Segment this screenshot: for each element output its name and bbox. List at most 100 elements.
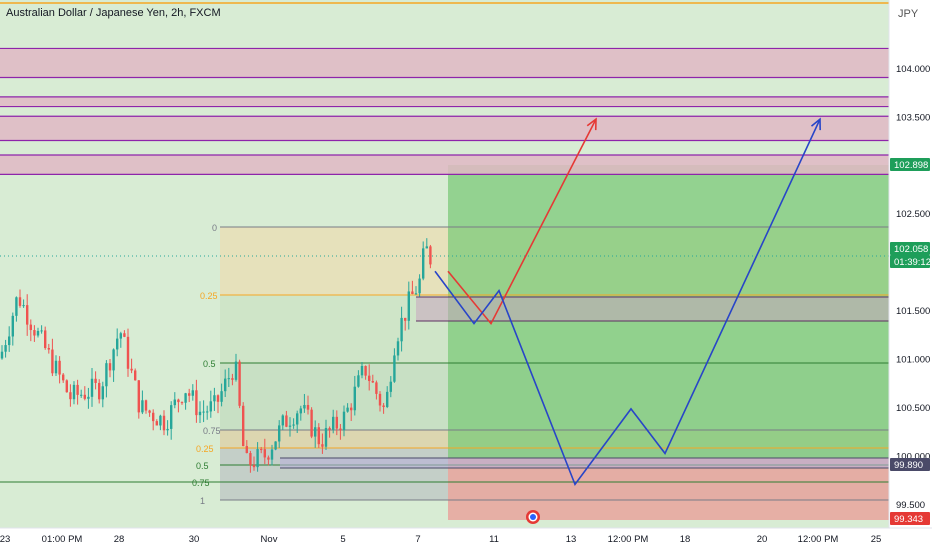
candle-body — [141, 400, 144, 413]
price-badge — [890, 158, 930, 171]
candle-body — [108, 363, 112, 371]
fib-level-label: 0.75 — [203, 426, 221, 436]
candle-body — [242, 405, 245, 447]
candle-body — [339, 428, 342, 431]
candle-body — [396, 341, 400, 356]
candle-body — [180, 402, 184, 404]
fib-level-label: 0.5 — [203, 359, 216, 369]
candle-body — [350, 407, 353, 411]
price-badge-label: 99.343 — [894, 514, 923, 525]
candle-body — [296, 413, 299, 425]
chart-title: Australian Dollar / Japanese Yen, 2h, FX… — [6, 7, 221, 19]
candle-body — [134, 370, 137, 381]
price-badge-label: 102.058 — [894, 244, 928, 255]
candle-body — [195, 390, 198, 416]
candle-body — [148, 410, 151, 413]
time-tick-label: Nov — [261, 534, 278, 545]
resistance-zone — [0, 116, 889, 141]
candle-body — [166, 428, 169, 431]
candle-body — [119, 333, 122, 339]
candle-body — [65, 380, 68, 393]
price-badge — [890, 255, 930, 268]
candle-body — [353, 386, 356, 411]
candle-body — [80, 394, 83, 396]
resistance-zone — [0, 48, 889, 78]
candle-body — [44, 330, 47, 349]
candle-body — [234, 361, 238, 380]
time-tick-label: 18 — [680, 534, 691, 545]
candle-body — [382, 405, 385, 408]
candle-body — [357, 375, 360, 387]
time-tick-label: 13 — [566, 534, 577, 545]
candle-body — [249, 453, 252, 466]
candle-body — [263, 449, 266, 458]
support-box — [280, 458, 889, 468]
candle-body — [51, 349, 54, 374]
candle-body — [278, 425, 281, 442]
time-axis-panel[interactable] — [0, 528, 932, 550]
fib-level-label: 0.75 — [192, 478, 210, 488]
candle-body — [303, 404, 306, 409]
candle-body — [299, 408, 302, 414]
candle-body — [213, 395, 216, 402]
price-badge-label: 102.898 — [894, 160, 928, 171]
candle-body — [184, 393, 187, 403]
price-badge — [890, 458, 930, 471]
fib-level-label: 0 — [212, 223, 217, 233]
candle-body — [321, 444, 324, 447]
price-tick-label: 100.000 — [896, 451, 930, 462]
candle-body — [54, 360, 58, 374]
candle-body — [317, 427, 320, 445]
candle-body — [400, 317, 403, 342]
candle-body — [130, 368, 133, 371]
candle-body — [58, 360, 61, 375]
candle-body — [69, 392, 72, 400]
candle-body — [267, 457, 270, 460]
candle-body — [220, 391, 223, 402]
candle-body — [386, 391, 389, 408]
candle-body — [8, 336, 11, 346]
candle-body — [101, 386, 104, 400]
price-tick-label: 104.000 — [896, 64, 930, 75]
candle-body — [422, 248, 425, 279]
candle-body — [425, 246, 428, 249]
candle-body — [36, 330, 40, 336]
candle-body — [418, 278, 421, 294]
time-tick-label: 28 — [114, 534, 125, 545]
fib-level-label: 0.25 — [200, 291, 218, 301]
candle-body — [285, 415, 288, 427]
currency-label: JPY — [898, 8, 919, 20]
resistance-zone — [0, 96, 889, 107]
candle-body — [170, 405, 173, 429]
candle-body — [18, 297, 22, 306]
candle-body — [4, 345, 7, 352]
candle-body — [123, 333, 126, 337]
projection-path-blue-arrow-icon — [810, 117, 821, 131]
time-tick-label: 12:00 PM — [608, 534, 649, 545]
candle-body — [260, 449, 263, 451]
candle-body — [162, 415, 166, 431]
candle-body — [281, 415, 284, 426]
price-badge-label: 99.890 — [894, 460, 923, 471]
price-tick-label: 100.500 — [896, 403, 930, 414]
time-tick-label: 01:00 PM — [42, 534, 83, 545]
candle-body — [152, 412, 155, 422]
price-tick-label: 101.500 — [896, 306, 930, 317]
candle-body — [231, 378, 234, 380]
price-badge — [890, 242, 930, 255]
candle-body — [332, 416, 335, 430]
candle-body — [155, 421, 158, 426]
candle-body — [328, 427, 331, 430]
price-badge-label: 01:39:12 — [894, 257, 931, 268]
time-tick-label: 11 — [489, 534, 499, 545]
fib-level-label: 1 — [200, 496, 205, 506]
candle-body — [15, 297, 18, 316]
time-tick-label: 5 — [340, 534, 345, 545]
resistance-zone — [0, 155, 889, 175]
candle-body — [324, 427, 328, 447]
candle-body — [188, 393, 191, 396]
candle-body — [252, 465, 256, 468]
candle-body — [216, 395, 220, 402]
broker-logo-icon[interactable] — [526, 510, 540, 524]
